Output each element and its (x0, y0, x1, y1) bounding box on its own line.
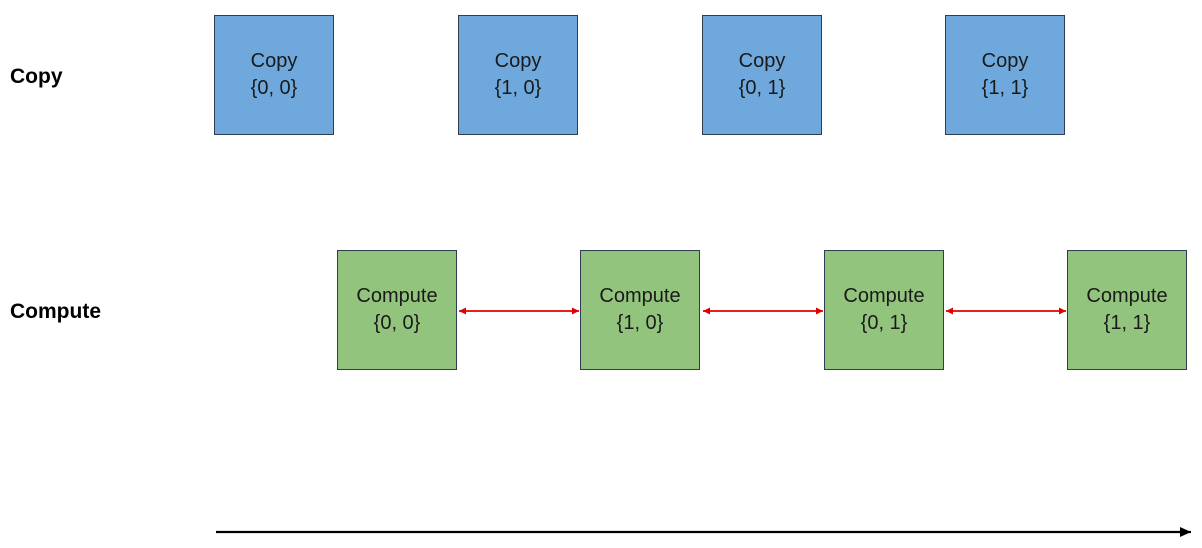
compute-box: Compute {0, 1} (824, 250, 944, 370)
copy-box-title: Copy (738, 50, 786, 72)
compute-box-title: Compute (1086, 285, 1168, 307)
copy-box: Copy {0, 0} (214, 15, 334, 135)
compute-row-label: Compute (10, 300, 101, 323)
compute-box-title: Compute (843, 285, 925, 307)
compute-box-index: {1, 0} (616, 312, 664, 334)
compute-box-title: Compute (356, 285, 438, 307)
copy-row-label: Copy (10, 65, 63, 88)
copy-box-index: {0, 0} (250, 77, 298, 99)
copy-box: Copy {1, 1} (945, 15, 1065, 135)
compute-box-title: Compute (599, 285, 681, 307)
copy-box-title: Copy (494, 50, 542, 72)
copy-box: Copy {1, 0} (458, 15, 578, 135)
compute-box-index: {1, 1} (1103, 312, 1151, 334)
copy-box-title: Copy (250, 50, 298, 72)
compute-box: Compute {1, 0} (580, 250, 700, 370)
compute-box-index: {0, 0} (373, 312, 421, 334)
compute-box-index: {0, 1} (860, 312, 908, 334)
copy-box-index: {0, 1} (738, 77, 786, 99)
copy-box-index: {1, 0} (494, 77, 542, 99)
copy-box: Copy {0, 1} (702, 15, 822, 135)
compute-box: Compute {0, 0} (337, 250, 457, 370)
copy-box-index: {1, 1} (981, 77, 1029, 99)
compute-box: Compute {1, 1} (1067, 250, 1187, 370)
copy-box-title: Copy (981, 50, 1029, 72)
